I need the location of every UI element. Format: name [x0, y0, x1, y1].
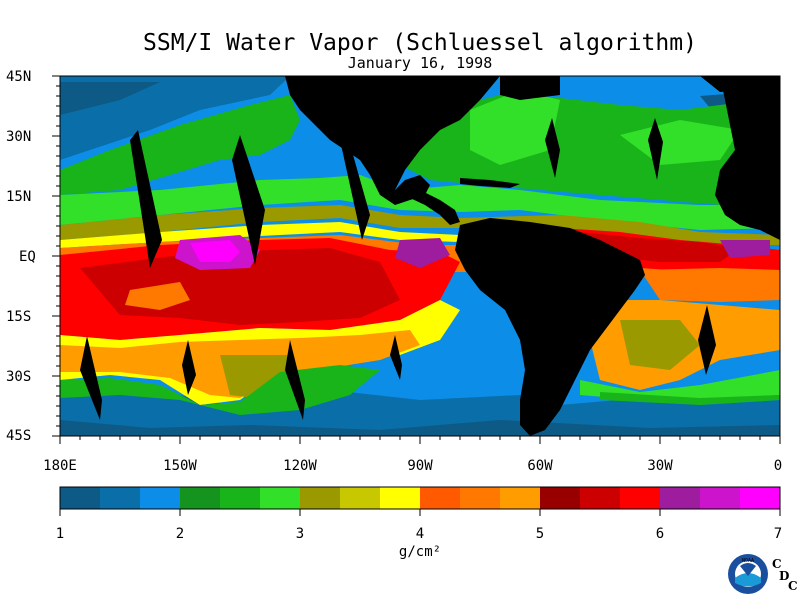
noaa-logo-text: NOAA	[742, 558, 754, 564]
land-north-america	[285, 76, 500, 205]
colorbar-tick-label: 6	[656, 526, 664, 542]
colorbar-swatch	[380, 487, 421, 509]
map-title: SSM/I Water Vapor (Schluessel algorithm)	[143, 30, 697, 56]
data-gap-swath	[80, 336, 102, 420]
colorbar-swatch	[340, 487, 381, 509]
data-gap-swath	[698, 305, 716, 375]
colorbar-swatch	[660, 487, 701, 509]
data-gap-swath	[545, 118, 560, 178]
colorbar-tick-label: 1	[56, 526, 64, 542]
lon-label: 120W	[283, 458, 317, 474]
colorbar-swatch	[60, 487, 101, 509]
lon-label: 180E	[43, 458, 77, 474]
cdc-letter: C	[772, 557, 782, 571]
lon-label: 30W	[647, 458, 673, 474]
colorbar-swatch	[220, 487, 261, 509]
data-gap-swath	[340, 130, 370, 240]
lon-label: 90W	[407, 458, 433, 474]
colorbar-swatch	[700, 487, 741, 509]
colorbar-tick-label: 7	[774, 526, 782, 542]
data-gap-swath	[285, 340, 305, 420]
data-gap-swath	[648, 118, 663, 180]
data-gap-swath	[232, 135, 265, 265]
colorbar-tick-label: 3	[296, 526, 304, 542]
colorbar-tick-label: 4	[416, 526, 424, 542]
lat-label: 45S	[6, 428, 31, 444]
colorbar-swatch	[500, 487, 541, 509]
cdc-letter: D	[779, 569, 789, 583]
colorbar-swatch	[540, 487, 581, 509]
lon-label: 60W	[527, 458, 553, 474]
colorbar-swatch	[580, 487, 621, 509]
lat-label: 30N	[6, 129, 31, 145]
colorbar-tick-label: 5	[536, 526, 544, 542]
colorbar-swatch	[460, 487, 501, 509]
lat-label: 15S	[6, 309, 31, 325]
data-gap-swath	[130, 130, 162, 268]
lon-label: 150W	[163, 458, 197, 474]
map-date: January 16, 1998	[348, 54, 493, 72]
cdc-letter: C	[788, 579, 798, 593]
colorbar-swatch	[300, 487, 341, 509]
data-gap-swath	[182, 340, 196, 395]
map-ticks	[52, 75, 781, 444]
colorbar-tick-label: 2	[176, 526, 184, 542]
colorbar-frame	[59, 486, 781, 510]
colorbar-swatch	[740, 487, 781, 509]
noaa-logo: NOAA	[728, 554, 768, 594]
lat-label: 45N	[6, 69, 31, 85]
lat-label: EQ	[19, 249, 36, 265]
lat-label: 15N	[6, 189, 31, 205]
colorbar	[59, 487, 781, 516]
lon-label: 0	[774, 458, 782, 474]
lat-label: 30S	[6, 369, 31, 385]
colorbar-swatch	[100, 487, 141, 509]
colorbar-swatch	[260, 487, 301, 509]
land-africa	[715, 76, 780, 240]
land-south-america	[455, 218, 645, 436]
colorbar-swatch	[620, 487, 661, 509]
water-vapor-field	[60, 76, 780, 436]
colorbar-swatch	[180, 487, 221, 509]
colorbar-swatch	[140, 487, 181, 509]
colorbar-unit-label: g/cm²	[399, 544, 441, 560]
colorbar-swatch	[420, 487, 461, 509]
data-gap-swath	[390, 335, 402, 380]
